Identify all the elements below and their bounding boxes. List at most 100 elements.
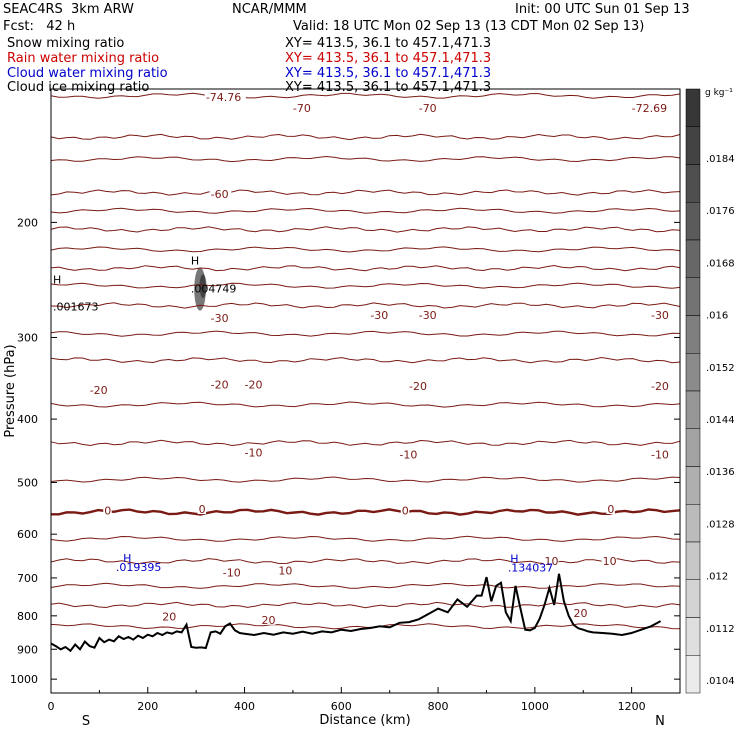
x-right-end-label: N [655,714,665,729]
org-label: NCAR/MMM [232,2,307,17]
temperature-contour [50,476,681,483]
contour-label-bg [103,505,112,516]
contour-label: 10 [278,564,292,577]
temperature-contour [50,535,681,542]
contour-label: -20 [211,379,229,392]
contour-label: -20 [651,380,669,393]
colorbar-bin [685,277,701,316]
colorbar-label: .0112 [706,624,735,635]
colorbar-unit: g kg⁻¹ [705,88,733,98]
contour-label-bg [630,102,672,113]
colorbar-bin [685,126,701,165]
contour-label: -10 [651,449,669,462]
contour-label: 10 [545,555,559,568]
temperature-contour [51,508,681,516]
extremum-label: H [53,273,61,286]
contour-label-bg [601,556,617,567]
legend-rain-label: Rain water mixing ratio [7,51,160,66]
contour-label: -20 [245,379,263,392]
extremum-label: H [123,552,131,565]
y-tick-label: 600 [17,528,38,541]
contour-label: -74.76 [206,91,241,104]
x-tick-label: 800 [428,700,449,713]
contour-label: 0 [402,505,409,518]
contour-label: 20 [261,614,275,627]
valid-time: Valid: 18 UTC Mon 02 Sep 13 (13 CDT Mon … [293,19,645,34]
model-title: SEAC4RS 3km ARW [3,2,134,17]
colorbar-bin [685,239,701,278]
colorbar-label: .0184 [706,154,735,165]
colorbar-bin [685,164,701,203]
colorbar-bin [685,315,701,354]
temperature-contour [50,302,681,309]
colorbar-label: .012 [706,572,728,583]
temperature-contour [50,623,681,630]
y-axis-label: Pressure (hPa) [3,344,18,437]
contour-label-bg [649,309,672,320]
contour-label: -20 [90,384,108,397]
y-tick-label: 300 [17,331,38,344]
x-tick-label: 1000 [521,700,549,713]
x-axis-label: Distance (km) [319,713,410,728]
y-tick-label: 400 [17,413,38,426]
legend-snow-xy: XY= 413.5, 36.1 to 457.1,471.3 [285,36,492,51]
contour-label: -30 [370,309,388,322]
colorbar-bin [685,579,701,618]
colorbar-bin [685,541,701,580]
contour-label-bg [649,449,672,460]
y-tick-label: 1000 [10,673,38,686]
contour-label-bg [398,449,420,460]
temperature-contours [50,92,681,630]
contour-label: -30 [651,309,669,322]
contour-label-bg [543,555,559,566]
colorbar-bin [685,466,701,505]
contour-label: -20 [409,380,427,393]
temperature-contour [50,582,681,589]
contour-label-bg [204,92,246,103]
terrain-line [50,573,662,653]
temperature-contour [50,282,681,289]
colorbar-label: .0128 [706,519,735,530]
colorbar-label: .0136 [706,467,735,478]
x-tick-label: 0 [48,700,55,713]
legend-cloudice-xy: XY= 413.5, 36.1 to 457.1,471.3 [285,80,492,95]
contour-label: -10 [245,447,263,460]
temperature-contour [50,264,681,272]
colorbar-label: .0104 [706,676,735,687]
temperature-contour [50,558,681,565]
contour-label-bg [88,385,111,396]
colorbar-label: .0152 [706,363,735,374]
contour-label-bg [649,381,672,392]
contour-label: -60 [211,188,229,201]
contour-label: -10 [399,449,417,462]
extremum-label: H [191,255,199,268]
colorbar-bin [685,202,701,241]
legend-rain-xy: XY= 413.5, 36.1 to 457.1,471.3 [285,51,492,66]
extremum-label: .134037 [508,561,554,574]
extremum-label: .019395 [116,561,161,574]
contour-label: 10 [603,555,617,568]
x-tick-label: 400 [234,700,255,713]
contour-label-bg [209,312,232,323]
contour-label-bg [417,102,440,113]
colorbar-label: .0144 [706,415,735,426]
contour-label: 20 [574,607,588,620]
y-tick-label: 500 [17,476,38,489]
temperature-contour [50,356,681,364]
colorbar-bin [685,88,701,127]
contour-label-bg [243,379,266,390]
x-tick-label: 200 [137,700,158,713]
colorbar-bin [685,353,701,392]
x-left-end-label: S [82,714,90,729]
shaded-maxima-layer [194,267,207,311]
legend-cloudwater-label: Cloud water mixing ratio [7,66,168,81]
colorbar-label: .0176 [706,206,735,217]
contour-label: -30 [419,309,437,322]
contour-label: -70 [419,102,437,115]
temperature-contour [50,92,681,99]
contour-label-bg [260,614,276,625]
init-time: Init: 00 UTC Sun 01 Sep 13 [515,2,690,17]
terrain-profile [50,573,662,653]
